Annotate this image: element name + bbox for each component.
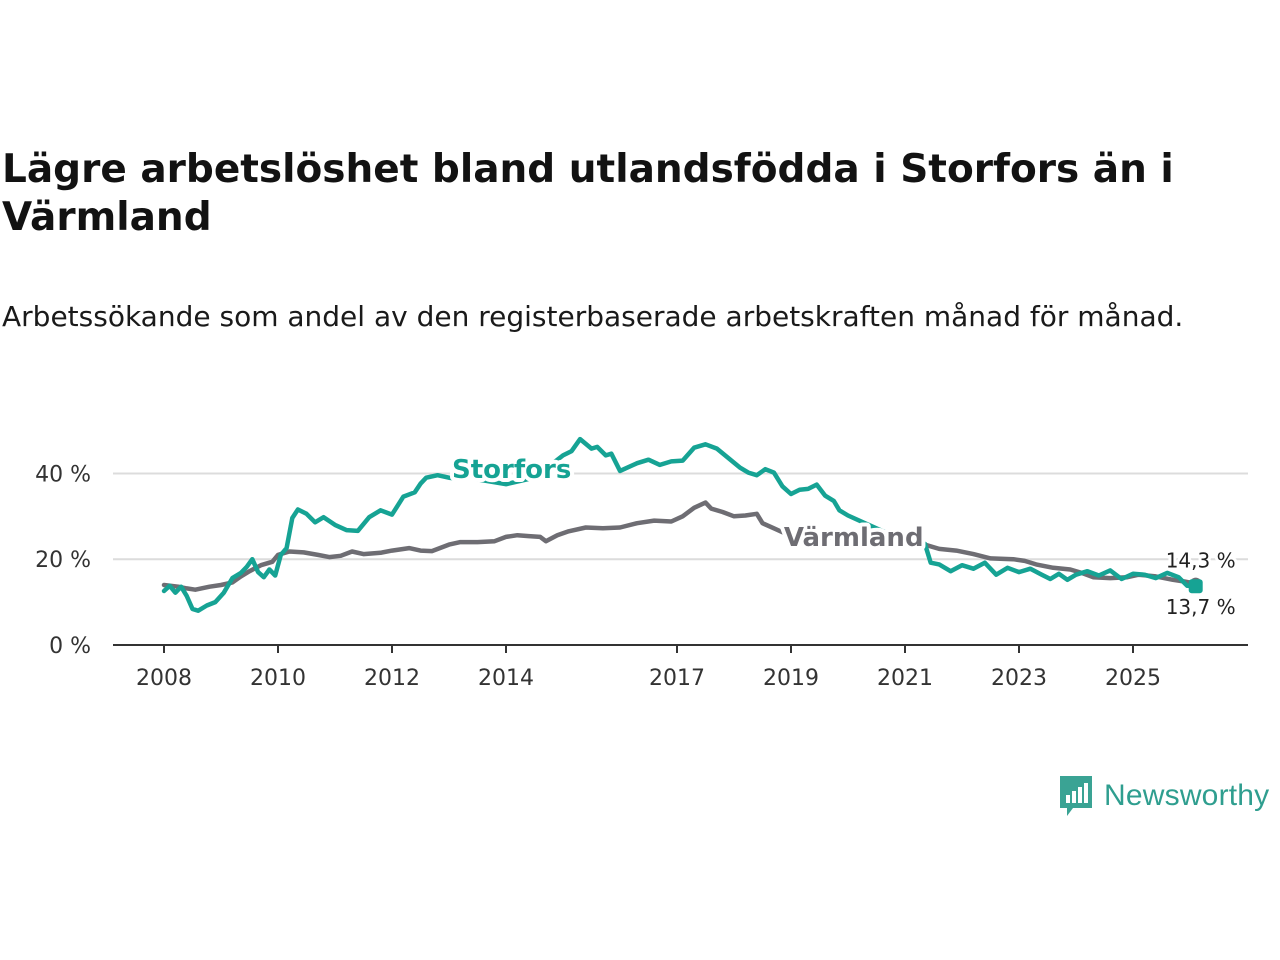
x-tick-label: 2025 (1105, 666, 1161, 691)
series-line-vrmland (161, 500, 1198, 592)
x-tick-label: 2012 (364, 666, 420, 691)
axes: 0 % 20 % 40 % 2008 2010 2012 2014 2017 2019 2021 2… (35, 462, 1248, 691)
x-tick-label: 2021 (877, 666, 933, 691)
y-tick-label: 20 % (35, 548, 91, 573)
series-line-storfors (161, 436, 1198, 613)
y-tick-label: 40 % (35, 462, 91, 487)
chart-title: Lägre arbetslöshet bland utlandsfödda i … (2, 147, 1174, 240)
end-value-label: 14,3 % (1166, 549, 1236, 573)
x-tick-label: 2014 (478, 666, 534, 691)
x-tick-label: 2008 (136, 666, 192, 691)
end-value-label: 13,7 % (1166, 595, 1236, 619)
brand-logo: Newsworthy (1058, 774, 1269, 818)
x-tick-label: 2010 (250, 666, 306, 691)
y-tick-label: 0 % (49, 634, 91, 659)
chart-subtitle: Arbetssökande som andel av den registerb… (2, 300, 1184, 333)
gridlines (113, 472, 1248, 561)
series-lines (161, 436, 1198, 613)
series-label-vrmland: Värmland (784, 523, 924, 553)
series-label-storfors: Storfors (452, 455, 571, 485)
series-labels: Värmland Storfors 14,3 % 13,7 % (448, 451, 1239, 622)
newsworthy-logo-icon (1060, 776, 1092, 816)
line-chart: 0 % 20 % 40 % 2008 2010 2012 2014 2017 2019 2021 2… (35, 436, 1248, 691)
x-tick-label: 2017 (649, 666, 705, 691)
x-tick-label: 2019 (763, 666, 819, 691)
x-tick-label: 2023 (991, 666, 1047, 691)
brand-name: Newsworthy (1104, 779, 1270, 812)
end-marker (1188, 579, 1203, 594)
